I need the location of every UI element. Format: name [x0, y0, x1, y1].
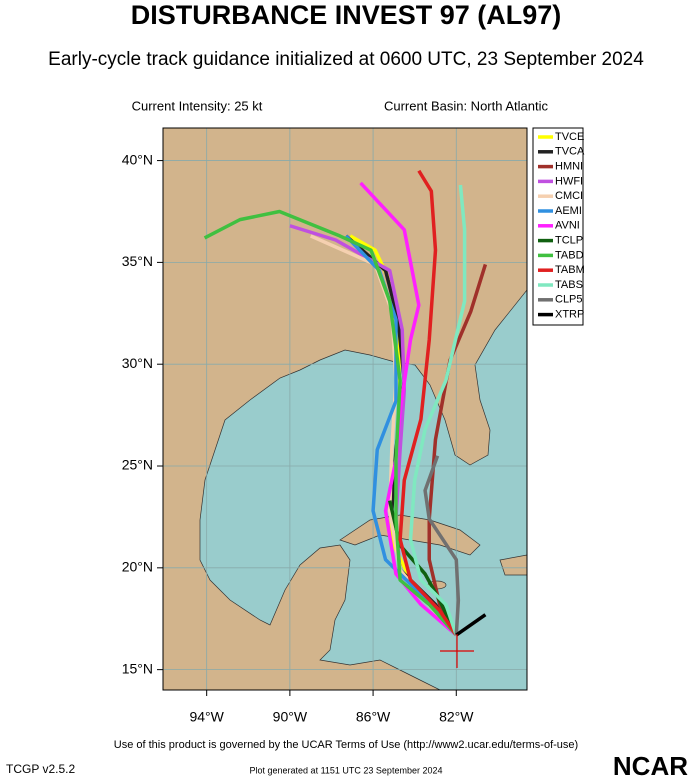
track-line — [455, 613, 487, 637]
tracks — [203, 169, 488, 637]
legend-label: TABM — [555, 264, 585, 276]
y-tick-label: 20°N — [122, 559, 153, 575]
track-line — [408, 184, 467, 636]
x-tick-label: 86°W — [356, 709, 391, 725]
intensity: Current Intensity: 25 kt — [132, 98, 263, 113]
grid — [163, 128, 527, 690]
legend-label: TABD — [555, 249, 584, 261]
legend-label: TABS — [555, 279, 583, 291]
logo: NCAR — [613, 751, 688, 780]
legend-label: TVCE — [555, 131, 584, 143]
chart-title: DISTURBANCE INVEST 97 (AL97) — [131, 0, 562, 30]
version: TCGP v2.5.2 — [6, 762, 75, 776]
legend-label: CLP5 — [555, 294, 583, 306]
generated: Plot generated at 1151 UTC 23 September … — [250, 765, 443, 775]
y-tick-label: 30°N — [122, 355, 153, 371]
y-tick-label: 25°N — [122, 457, 153, 473]
origin-marker — [440, 634, 474, 668]
basin: Current Basin: North Atlantic — [384, 98, 549, 113]
chart-subtitle: Early-cycle track guidance initialized a… — [48, 49, 644, 70]
y-tick-label: 40°N — [122, 151, 153, 167]
legend-label: AVNI — [555, 220, 580, 232]
x-tick-label: 94°W — [189, 709, 224, 725]
legend-label: XTRP — [555, 309, 584, 321]
y-tick-label: 15°N — [122, 660, 153, 676]
legend-label: CMCI — [555, 190, 583, 202]
track-line — [203, 209, 458, 637]
legend-label: TCLP — [555, 235, 583, 247]
legend-label: HWFI — [555, 175, 583, 187]
map-area — [163, 128, 527, 690]
legend-label: TVCA — [555, 146, 585, 158]
legend-label: HMNI — [555, 161, 583, 173]
y-tick-label: 35°N — [122, 253, 153, 269]
track-line — [398, 169, 458, 637]
terms: Use of this product is governed by the U… — [114, 739, 578, 751]
track-line — [423, 455, 461, 636]
x-tick-label: 90°W — [273, 709, 308, 725]
x-tick-label: 82°W — [439, 709, 474, 725]
legend-label: AEMI — [555, 205, 582, 217]
map-frame — [162, 127, 528, 691]
